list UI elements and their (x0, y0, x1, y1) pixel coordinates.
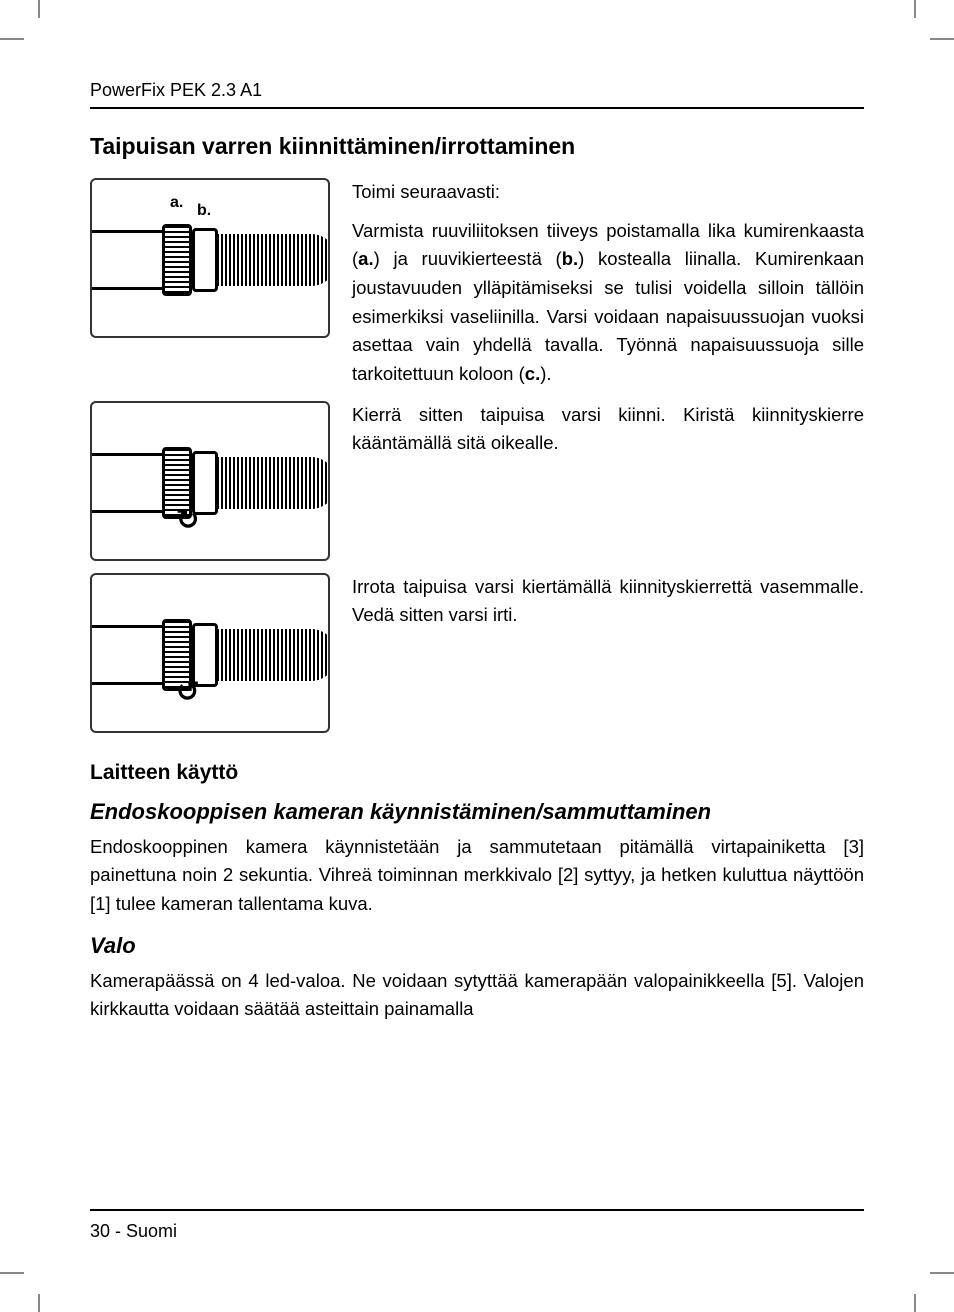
attach-row-1: a. b. c. Toimi seuraavasti: Varmista ruu… (90, 178, 864, 389)
subsection-power-heading: Endoskooppisen kameran käynnistäminen/sa… (90, 799, 864, 825)
attach-text-1: Toimi seuraavasti: Varmista ruuviliitoks… (352, 178, 864, 389)
figure-tighten: ↻ (90, 401, 330, 561)
figure-loosen: ↻ (90, 573, 330, 733)
fig-label-b: b. (197, 202, 211, 220)
attach-para1: Varmista ruuviliitoksen tiiveys poistama… (352, 217, 864, 389)
subsection-light-heading: Valo (90, 933, 864, 959)
tighten-arrow-icon: ↻ (176, 503, 199, 536)
footer-text: 30 - Suomi (90, 1221, 177, 1241)
attach-row-2: ↻ Kierrä sitten taipuisa varsi kiinni. K… (90, 401, 864, 561)
header-title: PowerFix PEK 2.3 A1 (90, 80, 262, 100)
page-footer: 30 - Suomi (90, 1209, 864, 1242)
figure-attach-labeled: a. b. c. (90, 178, 330, 338)
fig-label-a: a. (170, 194, 183, 212)
attach-text-3: Irrota taipuisa varsi kiertämällä kiinni… (352, 573, 864, 630)
section-usage-heading: Laitteen käyttö (90, 761, 864, 785)
attach-row-3: ↻ Irrota taipuisa varsi kiertämällä kiin… (90, 573, 864, 733)
loosen-arrow-icon: ↻ (176, 675, 199, 708)
power-para: Endoskooppinen kamera käynnistetään ja s… (90, 833, 864, 919)
attach-intro: Toimi seuraavasti: (352, 178, 864, 207)
light-para: Kamerapäässä on 4 led-valoa. Ne voidaan … (90, 967, 864, 1024)
section-attach-heading: Taipuisan varren kiinnittäminen/irrottam… (90, 133, 864, 160)
page-header: PowerFix PEK 2.3 A1 (90, 80, 864, 109)
attach-text-2: Kierrä sitten taipuisa varsi kiinni. Kir… (352, 401, 864, 458)
